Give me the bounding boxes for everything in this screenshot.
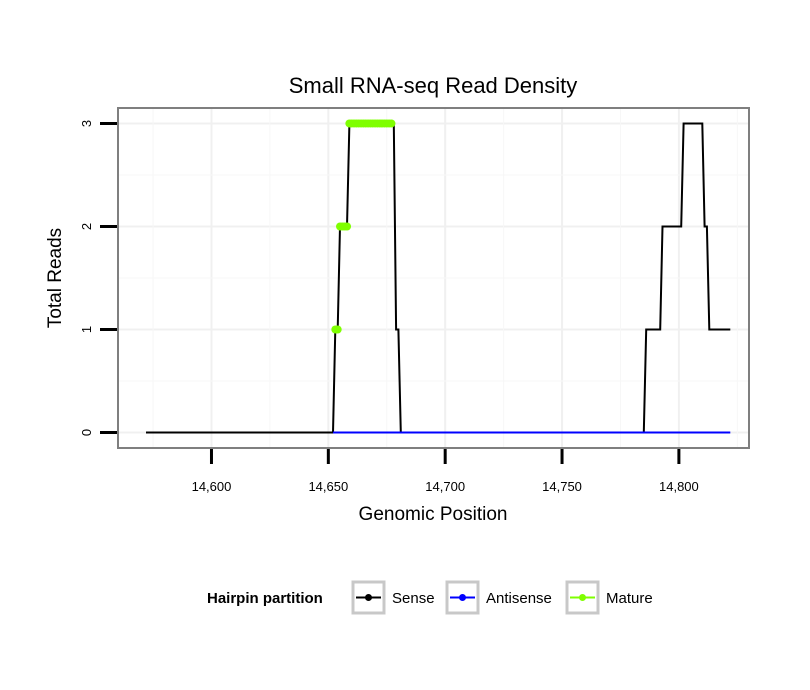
grid-lines — [118, 108, 749, 448]
legend-entries: Sense Antisense Mature — [351, 580, 653, 615]
legend-key-point — [365, 594, 372, 601]
x-axis-ticks: 14,600 14,650 14,700 14,750 14,800 — [192, 449, 699, 494]
legend-entry-label: Sense — [392, 590, 435, 607]
y-axis-label: Total Reads — [45, 228, 66, 328]
x-axis-label: Genomic Position — [359, 504, 508, 525]
legend-title: Hairpin partition — [207, 590, 323, 607]
legend-key-point — [579, 594, 586, 601]
x-tick-label: 14,600 — [192, 479, 232, 494]
legend-key-point — [459, 594, 466, 601]
y-tick-label: 3 — [79, 120, 94, 127]
mature-point — [387, 119, 396, 128]
legend: Hairpin partition Sense Antisense Mature — [207, 580, 653, 615]
legend-entry-label: Antisense — [486, 590, 552, 607]
x-tick-label: 14,650 — [308, 479, 348, 494]
mature-point — [333, 325, 342, 334]
y-tick-label: 1 — [79, 326, 94, 333]
plot-panel-border — [117, 107, 750, 449]
plot-series — [146, 119, 731, 434]
x-tick-label: 14,700 — [425, 479, 465, 494]
x-tick-label: 14,750 — [542, 479, 582, 494]
y-tick-label: 0 — [79, 429, 94, 436]
y-axis-ticks: 0 1 2 3 — [79, 120, 117, 436]
legend-entry-label: Mature — [606, 590, 653, 607]
mature-point — [343, 222, 352, 231]
chart-title: Small RNA-seq Read Density — [289, 73, 578, 98]
y-tick-label: 2 — [79, 223, 94, 230]
x-tick-label: 14,800 — [659, 479, 699, 494]
